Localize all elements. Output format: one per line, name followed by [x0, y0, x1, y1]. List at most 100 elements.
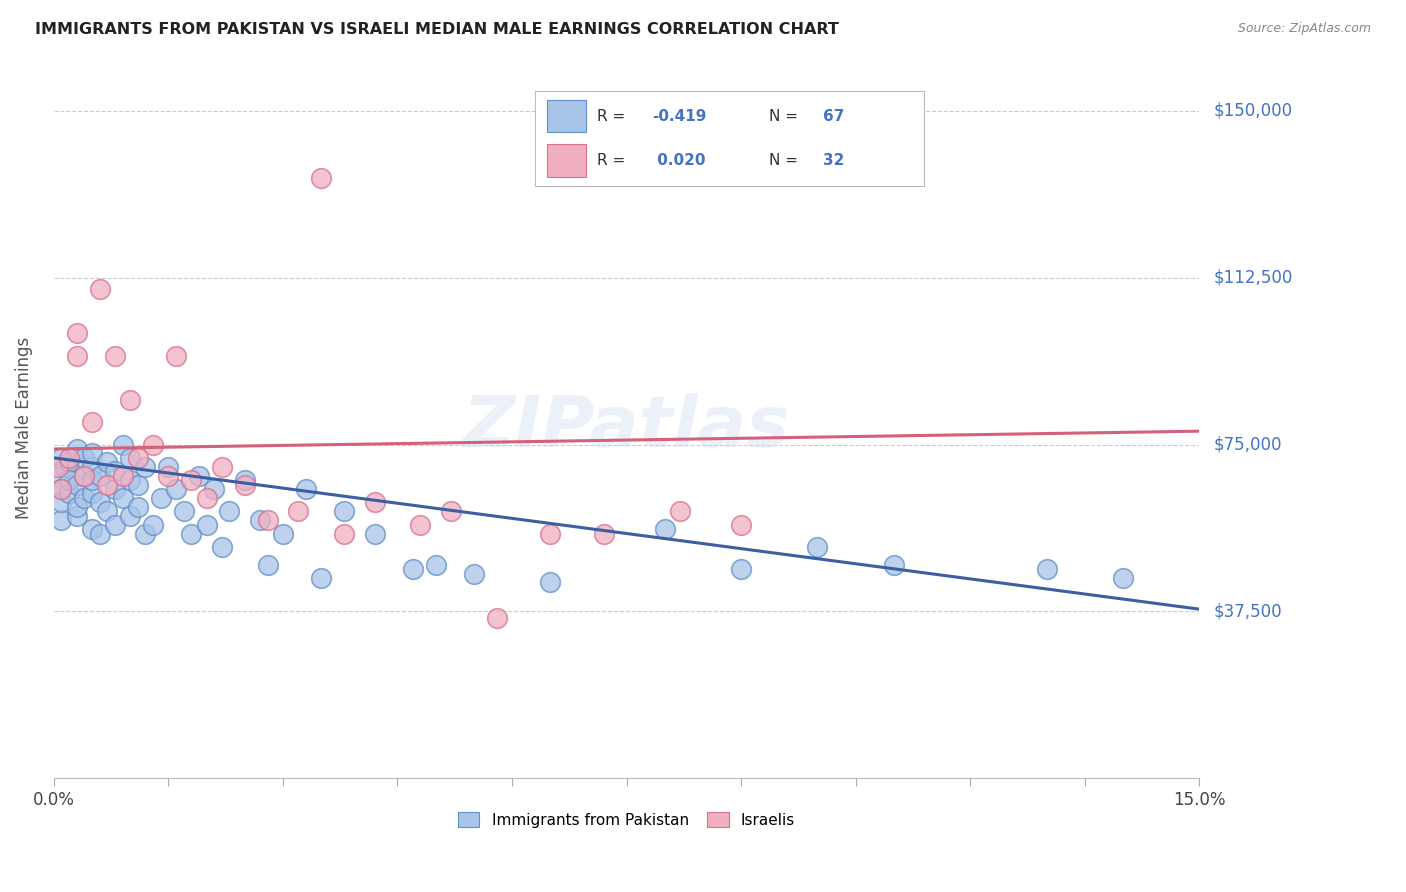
Point	[1112, 571, 1135, 585]
Point	[111, 491, 134, 505]
Point	[1035, 562, 1057, 576]
Text: Source: ZipAtlas.com: Source: ZipAtlas.com	[1237, 22, 1371, 36]
Point	[66, 508, 89, 523]
Point	[402, 562, 425, 576]
Point	[440, 504, 463, 518]
Point	[538, 575, 561, 590]
Point	[96, 455, 118, 469]
Point	[195, 517, 218, 532]
Point	[180, 473, 202, 487]
Point	[89, 468, 111, 483]
Text: $150,000: $150,000	[1213, 102, 1292, 120]
Point	[120, 473, 142, 487]
Text: $75,000: $75,000	[1213, 435, 1282, 453]
Point	[89, 526, 111, 541]
Point	[66, 326, 89, 341]
Point	[165, 349, 187, 363]
Point	[363, 495, 385, 509]
Point	[120, 392, 142, 407]
Point	[80, 446, 103, 460]
Point	[157, 459, 180, 474]
Point	[256, 558, 278, 572]
Point	[157, 468, 180, 483]
Y-axis label: Median Male Earnings: Median Male Earnings	[15, 336, 32, 519]
Point	[180, 526, 202, 541]
Point	[89, 282, 111, 296]
Point	[173, 504, 195, 518]
Point	[333, 504, 356, 518]
Point	[80, 459, 103, 474]
Point	[806, 540, 828, 554]
Point	[111, 468, 134, 483]
Point	[73, 468, 96, 483]
Point	[218, 504, 240, 518]
Point	[669, 504, 692, 518]
Point	[409, 517, 432, 532]
Point	[142, 437, 165, 451]
Point	[256, 513, 278, 527]
Point	[104, 517, 127, 532]
Point	[134, 526, 156, 541]
Point	[295, 482, 318, 496]
Point	[127, 450, 149, 465]
Point	[96, 504, 118, 518]
Point	[73, 468, 96, 483]
Point	[46, 468, 69, 483]
Point	[51, 482, 73, 496]
Point	[425, 558, 447, 572]
Point	[211, 540, 233, 554]
Point	[80, 473, 103, 487]
Point	[104, 349, 127, 363]
Text: ZIPatlas: ZIPatlas	[463, 393, 790, 462]
Point	[730, 562, 752, 576]
Point	[485, 611, 508, 625]
Point	[142, 517, 165, 532]
Point	[309, 170, 332, 185]
Point	[80, 522, 103, 536]
Point	[120, 508, 142, 523]
Point	[233, 477, 256, 491]
Point	[187, 468, 209, 483]
Point	[89, 495, 111, 509]
Point	[66, 349, 89, 363]
Point	[104, 482, 127, 496]
Point	[309, 571, 332, 585]
Point	[233, 473, 256, 487]
Point	[538, 526, 561, 541]
Point	[271, 526, 294, 541]
Point	[80, 486, 103, 500]
Point	[211, 459, 233, 474]
Point	[463, 566, 485, 581]
Point	[58, 455, 80, 469]
Point	[363, 526, 385, 541]
Point	[51, 482, 73, 496]
Text: $37,500: $37,500	[1213, 602, 1282, 620]
Point	[127, 477, 149, 491]
Point	[46, 459, 69, 474]
Point	[202, 482, 225, 496]
Point	[51, 513, 73, 527]
Point	[73, 450, 96, 465]
Text: $112,500: $112,500	[1213, 268, 1292, 286]
Point	[592, 526, 614, 541]
Point	[195, 491, 218, 505]
Point	[51, 450, 73, 465]
Point	[58, 473, 80, 487]
Point	[149, 491, 172, 505]
Point	[53, 459, 76, 474]
Text: IMMIGRANTS FROM PAKISTAN VS ISRAELI MEDIAN MALE EARNINGS CORRELATION CHART: IMMIGRANTS FROM PAKISTAN VS ISRAELI MEDI…	[35, 22, 839, 37]
Point	[134, 459, 156, 474]
Point	[120, 450, 142, 465]
Point	[66, 500, 89, 514]
Point	[165, 482, 187, 496]
Point	[66, 477, 89, 491]
Point	[249, 513, 271, 527]
Point	[73, 491, 96, 505]
Point	[58, 450, 80, 465]
Point	[96, 477, 118, 491]
Point	[333, 526, 356, 541]
Point	[66, 442, 89, 456]
Point	[58, 486, 80, 500]
Point	[51, 495, 73, 509]
Legend: Immigrants from Pakistan, Israelis: Immigrants from Pakistan, Israelis	[451, 805, 801, 834]
